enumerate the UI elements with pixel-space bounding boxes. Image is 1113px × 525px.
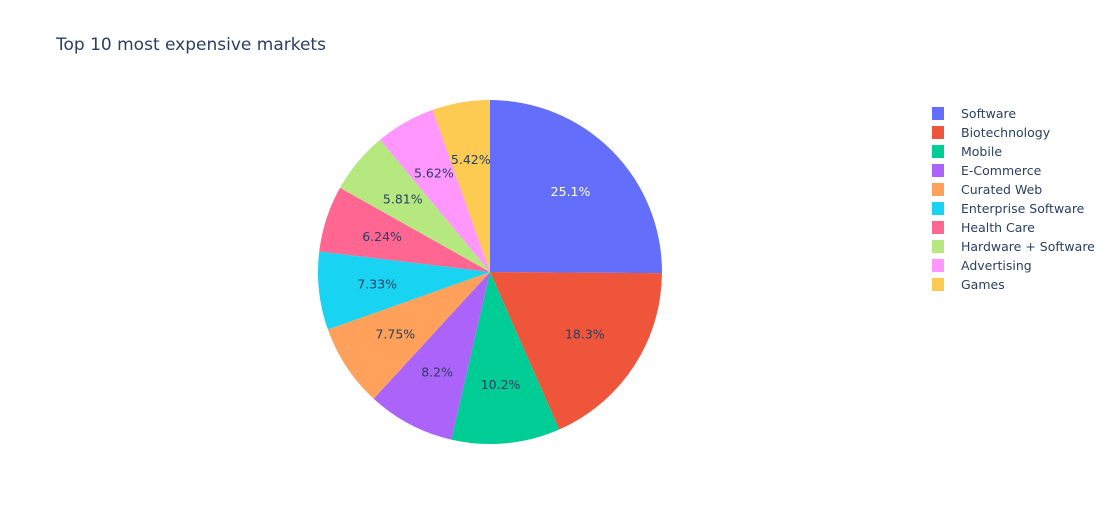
slice-label-games: 5.42% <box>451 152 491 167</box>
pie-slice-software <box>490 100 662 274</box>
legend-item-hardware-software[interactable]: Hardware + Software <box>932 239 1095 254</box>
pie-slice-health-care <box>319 187 490 272</box>
legend-label-health-care: Health Care <box>961 220 1035 235</box>
slice-label-software: 25.1% <box>551 184 591 199</box>
legend-item-advertising[interactable]: Advertising <box>932 258 1032 273</box>
legend-label-mobile: Mobile <box>961 144 1002 159</box>
legend-swatch-software <box>932 107 944 120</box>
legend-label-biotechnology: Biotechnology <box>961 125 1051 140</box>
legend-swatch-curated-web <box>932 183 944 196</box>
legend-item-games[interactable]: Games <box>932 277 1005 292</box>
legend-swatch-hardware-software <box>932 240 944 253</box>
pie-slice-games <box>432 100 490 272</box>
slice-label-health-care: 6.24% <box>362 229 402 244</box>
slice-label-enterprise-software: 7.33% <box>357 277 397 292</box>
legend-item-curated-web[interactable]: Curated Web <box>932 182 1042 197</box>
legend-item-enterprise-software[interactable]: Enterprise Software <box>932 201 1085 216</box>
slice-label-biotechnology: 18.3% <box>565 326 605 341</box>
legend-swatch-biotechnology <box>932 126 944 139</box>
slice-label-hardware-software: 5.81% <box>383 191 423 206</box>
legend-swatch-advertising <box>932 259 944 272</box>
legend-label-advertising: Advertising <box>961 258 1032 273</box>
legend-label-e-commerce: E-Commerce <box>961 163 1042 178</box>
slice-label-mobile: 10.2% <box>481 377 521 392</box>
legend-item-software[interactable]: Software <box>932 106 1016 121</box>
legend-swatch-enterprise-software <box>932 202 944 215</box>
pie-slice-advertising <box>380 109 490 272</box>
pie-slices <box>318 100 662 445</box>
chart-title: Top 10 most expensive markets <box>55 35 326 55</box>
pie-slice-curated-web <box>327 272 490 399</box>
pie-slice-mobile <box>451 272 560 445</box>
pie-slice-enterprise-software <box>318 251 490 330</box>
pie-slice-e-commerce <box>373 272 490 440</box>
legend-item-biotechnology[interactable]: Biotechnology <box>932 125 1051 140</box>
pie-slice-biotechnology <box>490 272 662 430</box>
slice-label-e-commerce: 8.2% <box>421 364 453 379</box>
legend-label-games: Games <box>961 277 1005 292</box>
legend-swatch-games <box>932 278 944 291</box>
legend-item-mobile[interactable]: Mobile <box>932 144 1002 159</box>
legend-swatch-health-care <box>932 221 944 234</box>
legend-item-e-commerce[interactable]: E-Commerce <box>932 163 1042 178</box>
legend: Software Biotechnology Mobile E-Commerce Cur… <box>932 106 1095 292</box>
slice-label-advertising: 5.62% <box>414 165 454 180</box>
legend-swatch-e-commerce <box>932 164 944 177</box>
legend-swatch-mobile <box>932 145 944 158</box>
legend-label-curated-web: Curated Web <box>961 182 1042 197</box>
legend-label-enterprise-software: Enterprise Software <box>961 201 1085 216</box>
legend-label-hardware-software: Hardware + Software <box>961 239 1095 254</box>
pie-slice-hardware-software <box>340 139 490 272</box>
legend-label-software: Software <box>961 106 1016 121</box>
pie-slice-labels: 25.1% 18.3% 10.2% 8.2% 7.75% 7.33% 6.24% 5.81% 5… <box>357 152 604 392</box>
slice-label-curated-web: 7.75% <box>375 327 415 342</box>
legend-item-health-care[interactable]: Health Care <box>932 220 1035 235</box>
